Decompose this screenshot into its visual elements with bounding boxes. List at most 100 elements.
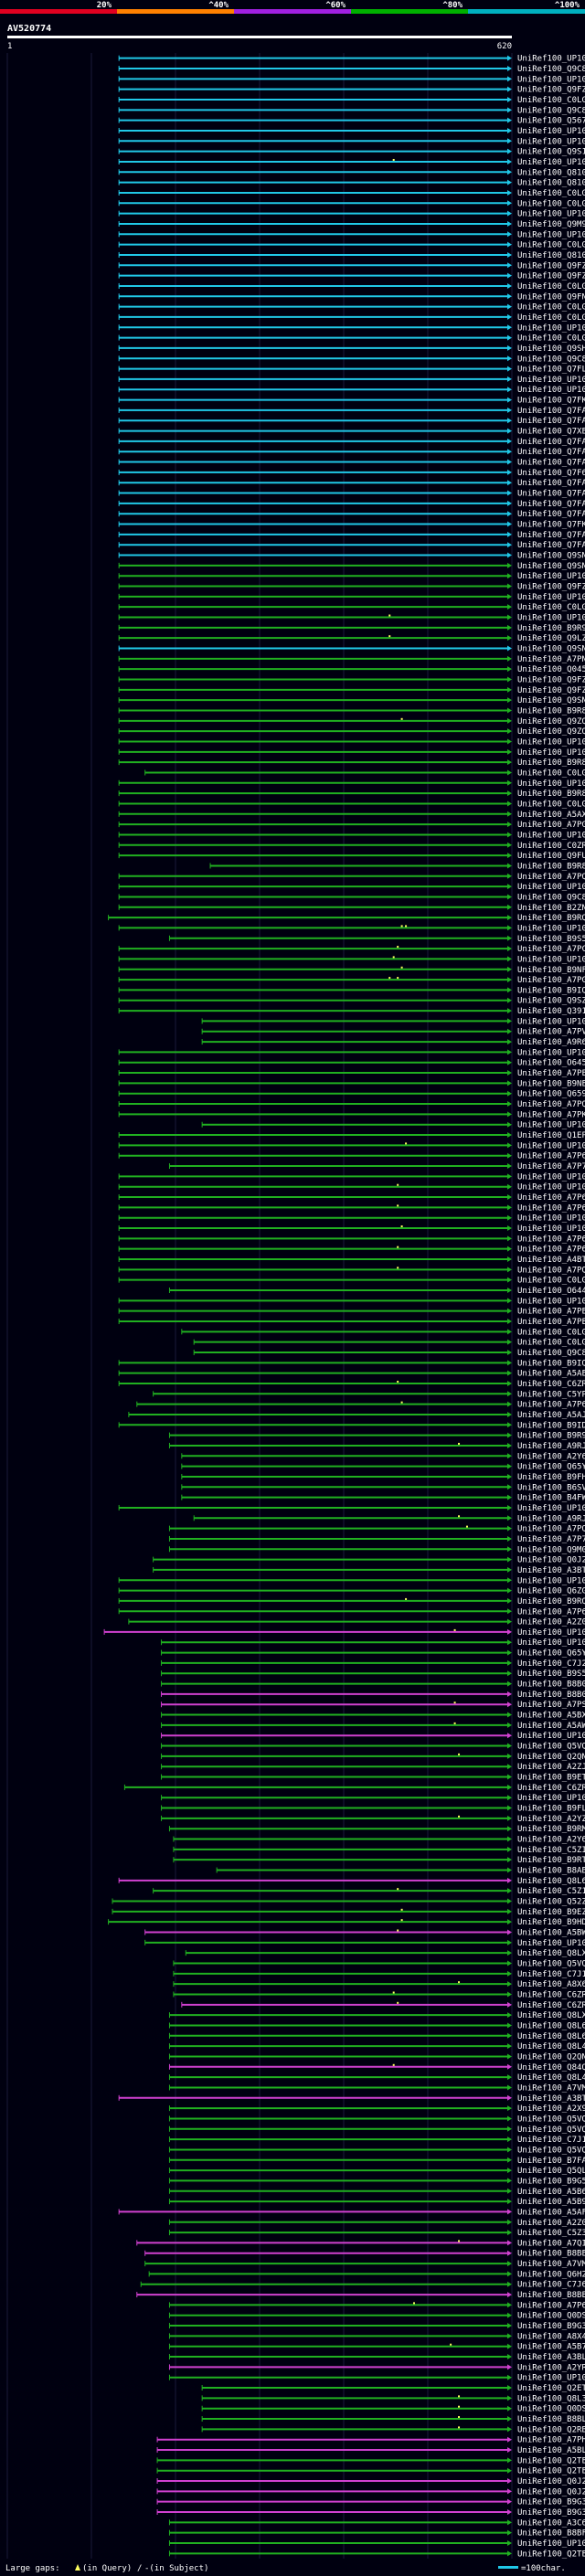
hit-label[interactable]: UniRef100_UP1000... xyxy=(517,137,585,146)
hit-label[interactable]: UniRef100_B9FH12 xyxy=(517,1473,585,1482)
hit-label[interactable]: UniRef100_UP1000... xyxy=(517,572,585,581)
hit-label[interactable]: UniRef100_Q8L3T6 xyxy=(517,2394,585,2403)
hit-label[interactable]: UniRef100_A7PV82 xyxy=(517,1028,585,1037)
hit-label[interactable]: UniRef100_B8AB85 xyxy=(517,1867,585,1876)
hit-label[interactable]: UniRef100_A7PQ06 xyxy=(517,1266,585,1275)
hit-label[interactable]: UniRef100_A5BLD6 xyxy=(517,2446,585,2455)
hit-label[interactable]: UniRef100_C7J298 xyxy=(517,1659,585,1669)
hit-label[interactable]: UniRef100_B9R882 xyxy=(517,706,585,716)
hit-label[interactable]: UniRef100_A7P6X4 xyxy=(517,1607,585,1617)
hit-label[interactable]: UniRef100_C0LGZ3 xyxy=(517,1339,585,1348)
hit-label[interactable]: UniRef100_A7P701 xyxy=(517,1535,585,1544)
hit-label[interactable]: UniRef100_A7P6Z3 xyxy=(517,1203,585,1213)
hit-label[interactable]: UniRef100_B9R889 xyxy=(517,862,585,871)
hit-label[interactable]: UniRef100_Q9ZQQ7 xyxy=(517,727,585,737)
hit-label[interactable]: UniRef100_Q9C8I6 xyxy=(517,355,585,364)
hit-label[interactable]: UniRef100_A2YRS2 xyxy=(517,2363,585,2372)
hit-label[interactable]: UniRef100_A7PQJ3 xyxy=(517,1100,585,1109)
hit-label[interactable]: UniRef100_UP1000... xyxy=(517,748,585,758)
hit-label[interactable]: UniRef100_Q5VQN7 xyxy=(517,1959,585,1968)
hit-label[interactable]: UniRef100_Q7FAR3 xyxy=(517,541,585,550)
hit-label[interactable]: UniRef100_B9IQT0 xyxy=(517,1359,585,1368)
hit-label[interactable]: UniRef100_C0LGQ8 xyxy=(517,800,585,809)
hit-label[interactable]: UniRef100_Q04577 xyxy=(517,665,585,674)
hit-label[interactable]: UniRef100_A5AF77 xyxy=(517,2208,585,2217)
hit-label[interactable]: UniRef100_B9FL84 xyxy=(517,1805,585,1814)
hit-label[interactable]: UniRef100_A5B739 xyxy=(517,2343,585,2352)
hit-label[interactable]: UniRef100_C0LGE0 xyxy=(517,303,585,313)
hit-label[interactable]: UniRef100_Q0DSS8 xyxy=(517,2405,585,2414)
hit-label[interactable]: UniRef100_Q9FN93 xyxy=(517,292,585,302)
hit-label[interactable]: UniRef100_B9HDV6 xyxy=(517,1918,585,1927)
hit-label[interactable]: UniRef100_A7PST2 xyxy=(517,1701,585,1710)
hit-label[interactable]: UniRef100_Q7FAR2 xyxy=(517,500,585,509)
hit-label[interactable]: UniRef100_UP1000... xyxy=(517,2539,585,2549)
hit-label[interactable]: UniRef100_B8B089 xyxy=(517,1680,585,1690)
hit-label[interactable]: UniRef100_A7VM67 xyxy=(517,2083,585,2093)
hit-label[interactable]: UniRef100_A3BTQ2 xyxy=(517,1566,585,1575)
hit-label[interactable]: UniRef100_Q5VQN6 xyxy=(517,1743,585,1752)
hit-label[interactable]: UniRef100_A3BLA5 xyxy=(517,2353,585,2362)
hit-label[interactable]: UniRef100_Q9C8I0 xyxy=(517,106,585,115)
hit-label[interactable]: UniRef100_C0LGG3 xyxy=(517,96,585,105)
hit-label[interactable]: UniRef100_A3C6R7 xyxy=(517,2518,585,2528)
hit-label[interactable]: UniRef100_UP1000... xyxy=(517,1214,585,1224)
hit-label[interactable]: UniRef100_B6SVS7 xyxy=(517,1483,585,1492)
hit-label[interactable]: UniRef100_Q2TE77 xyxy=(517,2549,585,2559)
hit-label[interactable]: UniRef100_B8BFR8 xyxy=(517,2529,585,2539)
hit-label[interactable]: UniRef100_UP1000... xyxy=(517,924,585,933)
hit-label[interactable]: UniRef100_B9RQ40 xyxy=(517,1597,585,1606)
hit-label[interactable]: UniRef100_Q8LXZ1 xyxy=(517,2011,585,2020)
hit-label[interactable]: UniRef100_Q9FZB8-2 xyxy=(517,261,585,270)
hit-label[interactable]: UniRef100_Q2QNG3 xyxy=(517,2052,585,2062)
hit-label[interactable]: UniRef100_Q65Y94 xyxy=(517,1649,585,1659)
hit-label[interactable]: UniRef100_Q2TE71 xyxy=(517,2456,585,2465)
hit-label[interactable]: UniRef100_A5B6L9 xyxy=(517,2188,585,2197)
hit-label[interactable]: UniRef100_Q9FZB0 xyxy=(517,686,585,695)
hit-label[interactable]: UniRef100_Q2TE70 xyxy=(517,2467,585,2476)
hit-label[interactable]: UniRef100_B2ZN22 xyxy=(517,904,585,913)
hit-label[interactable]: UniRef100_Q52Z46 xyxy=(517,1898,585,1907)
hit-label[interactable]: UniRef100_B9EZK3 xyxy=(517,1908,585,1917)
hit-label[interactable]: UniRef100_Q8L6A4 xyxy=(517,1877,585,1886)
hit-label[interactable]: UniRef100_Q6ZGM1 xyxy=(517,1587,585,1596)
hit-label[interactable]: UniRef100_A5AJH7 xyxy=(517,1411,585,1420)
hit-label[interactable]: UniRef100_Q8L6K7 xyxy=(517,2032,585,2041)
hit-label[interactable]: UniRef100_Q39143 xyxy=(517,1007,585,1016)
hit-label[interactable]: UniRef100_A7P6B4 xyxy=(517,2301,585,2310)
hit-label[interactable]: UniRef100_C0LGT5 xyxy=(517,769,585,778)
hit-label[interactable]: UniRef100_Q81069 xyxy=(517,251,585,260)
hit-label[interactable]: UniRef100_Q9FZA8 xyxy=(517,676,585,685)
hit-label[interactable]: UniRef100_C6ZRP6 xyxy=(517,2001,585,2010)
hit-label[interactable]: UniRef100_A8X4K9 xyxy=(517,2332,585,2341)
hit-label[interactable]: UniRef100_A8X6C5 xyxy=(517,1980,585,1989)
hit-label[interactable]: UniRef100_Q9FZB8 xyxy=(517,272,585,281)
hit-label[interactable]: UniRef100_UP1000... xyxy=(517,1048,585,1057)
hit-label[interactable]: UniRef100_Q7FAR9 xyxy=(517,459,585,468)
hit-label[interactable]: UniRef100_O64483 xyxy=(517,1287,585,1296)
hit-label[interactable]: UniRef100_Q9M9B0 xyxy=(517,220,585,229)
hit-label[interactable]: UniRef100_Q9S106 xyxy=(517,148,585,157)
hit-label[interactable]: UniRef100_B9R990 xyxy=(517,624,585,633)
hit-label[interactable]: UniRef100_B9ET19 xyxy=(517,1774,585,1783)
hit-label[interactable]: UniRef100_B9R885 xyxy=(517,758,585,768)
hit-label[interactable]: UniRef100_Q9LZT8 xyxy=(517,634,585,643)
hit-label[interactable]: UniRef100_A7PEX9 xyxy=(517,1308,585,1317)
hit-label[interactable]: UniRef100_Q7XEZ7 xyxy=(517,428,585,437)
hit-label[interactable]: UniRef100_A2Z092 xyxy=(517,1618,585,1627)
hit-label[interactable]: UniRef100_A7P6Z8 xyxy=(517,1235,585,1244)
hit-label[interactable]: UniRef100_UP1000... xyxy=(517,376,585,385)
hit-label[interactable]: UniRef100_UP1000... xyxy=(517,1794,585,1803)
hit-label[interactable]: UniRef100_A7PEX8 xyxy=(517,1318,585,1327)
hit-label[interactable]: UniRef100_Q5VQN4 xyxy=(517,2115,585,2124)
hit-label[interactable]: UniRef100_A2Z0A7 xyxy=(517,2219,585,2228)
hit-label[interactable]: UniRef100_Q9C817 xyxy=(517,65,585,74)
hit-label[interactable]: UniRef100_Q2RB25 xyxy=(517,2425,585,2434)
hit-label[interactable]: UniRef100_UP1000... xyxy=(517,1628,585,1638)
hit-label[interactable]: UniRef100_Q9SHA2 xyxy=(517,345,585,354)
hit-label[interactable]: UniRef100_UP1000... xyxy=(517,386,585,395)
hit-label[interactable]: UniRef100_B9ID75 xyxy=(517,1421,585,1430)
hit-label[interactable]: UniRef100_Q9FZB1 xyxy=(517,583,585,592)
hit-label[interactable]: UniRef100_A7P7Q2 xyxy=(517,1162,585,1171)
hit-label[interactable]: UniRef100_Q5VQN9 xyxy=(517,2125,585,2135)
